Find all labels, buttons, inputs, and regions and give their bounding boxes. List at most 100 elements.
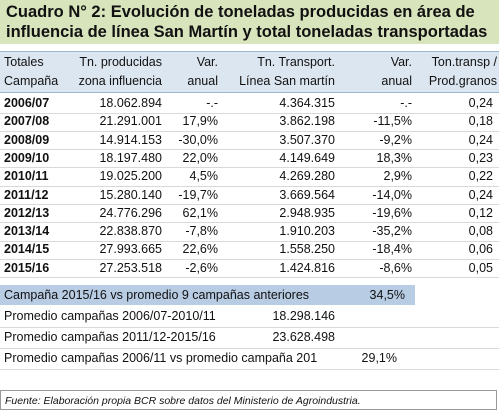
cell: 4.269.280 [279, 169, 335, 184]
cell: 22,0% [182, 150, 218, 165]
cell: 18.062.894 [99, 96, 162, 110]
cell: 3.507.370 [279, 132, 335, 147]
cell: 21.291.001 [99, 114, 162, 129]
summary-value: 18.298.146 [272, 309, 335, 323]
header-cell: Tn. producidas [79, 55, 162, 69]
cell: 0,05 [468, 260, 493, 275]
cell: 4.149.649 [279, 150, 335, 165]
cell: 0,12 [468, 205, 493, 220]
cell: 27.993.665 [99, 242, 162, 257]
cell: -18,4% [372, 242, 412, 257]
row-line [0, 277, 499, 279]
header-cell: Ton.transp / [431, 55, 497, 69]
row-line [0, 167, 499, 169]
summary-label: Promedio campañas 2011/12-2015/16 [4, 330, 216, 344]
cell: 0,23 [468, 150, 493, 165]
title-line: Cuadro N° 2: Evolución de toneladas prod… [6, 3, 475, 21]
cell: 0,24 [468, 132, 493, 147]
header-cell: Tn. Transport. [257, 55, 335, 69]
cell: -35,2% [372, 224, 412, 239]
cell: 3.862.198 [279, 114, 335, 129]
cell: -7,8% [185, 224, 218, 239]
header-cell: anual [381, 74, 412, 88]
cell: -.- [206, 96, 218, 110]
row-line [0, 130, 499, 132]
cell: 0,08 [468, 224, 493, 239]
cell: 2.948.935 [279, 205, 335, 220]
cell: 14.914.153 [99, 132, 162, 147]
cell: 18.197.480 [99, 150, 162, 165]
row-label: 2012/13 [4, 205, 50, 220]
cell: 0,22 [468, 169, 493, 184]
cell: 4,5% [189, 169, 219, 184]
cell: 0,24 [468, 187, 493, 202]
summary-label: Campaña 2015/16 vs promedio 9 campañas a… [4, 288, 310, 302]
row-line [0, 222, 499, 224]
cell: -11,5% [373, 114, 412, 129]
row-label: 2011/12 [4, 187, 49, 202]
cell: 27.253.518 [99, 260, 162, 275]
cell: 3.669.564 [279, 187, 335, 202]
summary-band [0, 285, 415, 305]
footer: Fuente: Elaboración propia BCR sobre dat… [0, 390, 497, 410]
cell: 2,9% [383, 169, 413, 184]
cell: -9,2% [379, 132, 412, 147]
cell: 0,06 [468, 242, 493, 257]
cell: 24.776.296 [99, 205, 162, 220]
header-band [0, 51, 499, 93]
cell: 15.280.140 [99, 187, 162, 202]
header-cell: Totales [4, 55, 44, 69]
cell: -19,6% [372, 205, 412, 220]
row-line [0, 112, 499, 114]
summary-value: 29,1% [361, 351, 397, 365]
row-line [0, 185, 499, 187]
cell: 1.910.203 [279, 224, 335, 239]
cell: 1.558.250 [279, 242, 335, 257]
cell: -14,0% [372, 187, 412, 202]
header-cell: Campaña [4, 74, 59, 88]
row-label: 2009/10 [4, 150, 50, 165]
cell: 22,6% [182, 242, 218, 257]
cell: -30,0% [178, 132, 218, 147]
row-label: 2008/09 [4, 132, 50, 147]
row-label: 2007/08 [4, 114, 50, 129]
title-band [0, 0, 499, 44]
cell: 18,3% [376, 150, 412, 165]
cell: 19.025.200 [99, 169, 162, 184]
row-line [0, 326, 499, 328]
header-cell: zona influencia [78, 74, 162, 88]
cell: 4.364.315 [279, 96, 335, 110]
row-line [0, 240, 499, 242]
row-line [0, 368, 499, 370]
cell: 17,9% [182, 114, 218, 129]
header-cell: Prod.granos [428, 74, 497, 88]
header-cell: Línea San martín [239, 74, 335, 88]
row-label: 2014/15 [4, 242, 50, 257]
title-line: influencia de línea San Martín y total t… [6, 23, 488, 41]
cell: 0,18 [468, 114, 493, 129]
summary-value: 34,5% [369, 288, 405, 302]
cell: 0,24 [468, 96, 493, 110]
summary-label: Promedio campañas 2006/11 vs promedio ca… [4, 351, 318, 365]
cell: 1.424.816 [279, 260, 335, 275]
row-line [0, 258, 499, 260]
cell: -2,6% [185, 260, 218, 275]
cell: 62,1% [182, 205, 218, 220]
cell: -.- [400, 96, 412, 110]
header-cell: Var. [196, 55, 218, 69]
row-label: 2013/14 [4, 224, 50, 239]
cell: -19,7% [178, 187, 218, 202]
row-label: 2010/11 [4, 169, 49, 184]
row-line [0, 149, 499, 151]
row-label: 2015/16 [4, 260, 50, 275]
row-line [0, 204, 499, 205]
header-cell: anual [187, 74, 218, 88]
cell: -8,6% [379, 260, 412, 275]
cell: 22.838.870 [99, 224, 162, 239]
row-label: 2006/07 [4, 96, 50, 110]
summary-label: Promedio campañas 2006/07-2010/11 [4, 309, 216, 323]
row-line [0, 347, 499, 349]
header-cell: Var. [390, 55, 412, 69]
summary-value: 23.628.498 [272, 330, 335, 344]
